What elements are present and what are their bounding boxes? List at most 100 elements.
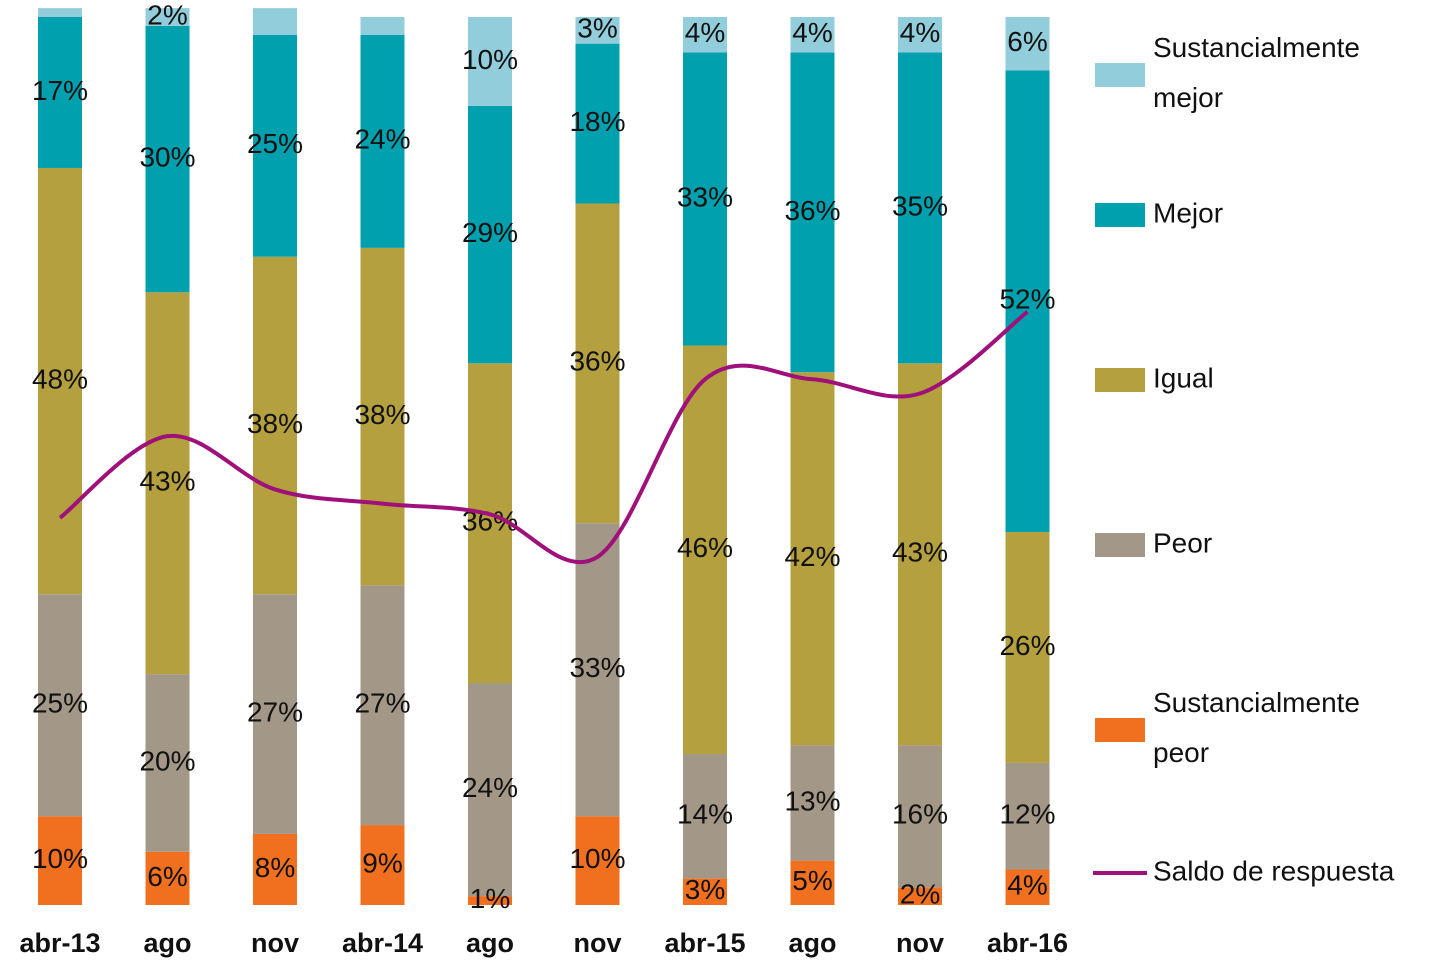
data-label: 35% xyxy=(892,190,948,221)
bar-segment xyxy=(253,256,297,595)
data-label: 16% xyxy=(892,799,948,830)
bar-segment xyxy=(360,825,405,905)
bar-segment xyxy=(790,860,835,905)
bar-segment xyxy=(1005,532,1050,763)
legend-swatch xyxy=(1095,718,1145,742)
bar-segment xyxy=(1005,17,1050,71)
bar-segment xyxy=(468,105,512,364)
x-tick-label: abr-15 xyxy=(664,928,745,958)
data-label: 9% xyxy=(362,847,402,878)
legend-swatch xyxy=(1095,533,1145,557)
bar-segment xyxy=(468,17,512,106)
data-label: 43% xyxy=(892,537,948,568)
data-label: 27% xyxy=(247,696,303,727)
bar-segment xyxy=(898,363,942,746)
bar-segment xyxy=(898,745,942,888)
data-label: 38% xyxy=(354,399,410,430)
bar-segment xyxy=(575,203,620,524)
data-label: 4% xyxy=(792,17,832,48)
bar-segment xyxy=(790,372,835,746)
legend-swatch xyxy=(1095,63,1145,87)
x-tick-label: nov xyxy=(251,928,299,958)
data-label: 29% xyxy=(462,217,518,248)
bar-segment xyxy=(145,851,190,905)
legend-label-line: Sustancialmente xyxy=(1153,687,1360,718)
bar-segment xyxy=(145,8,190,26)
legend-label-line: mejor xyxy=(1153,82,1223,113)
bar-segment xyxy=(683,52,727,346)
data-label: 25% xyxy=(32,688,88,719)
bar-segment xyxy=(790,745,835,861)
data-label: 36% xyxy=(569,346,625,377)
bar-segment xyxy=(38,816,82,905)
bar-segment xyxy=(898,52,942,364)
x-tick-label: nov xyxy=(896,928,944,958)
data-label: 36% xyxy=(784,195,840,226)
legend-label: Saldo de respuesta xyxy=(1153,855,1395,886)
data-label: 20% xyxy=(139,745,195,776)
data-label: 5% xyxy=(792,865,832,896)
bar-segment xyxy=(360,17,405,35)
data-label: 4% xyxy=(685,17,725,48)
data-label: 6% xyxy=(147,861,187,892)
bar-segment xyxy=(468,896,512,905)
data-label: 26% xyxy=(999,630,1055,661)
x-tick-label: abr-16 xyxy=(987,928,1068,958)
bar-segment xyxy=(1005,762,1050,870)
data-label: 8% xyxy=(255,852,295,883)
data-label: 10% xyxy=(569,843,625,874)
legend-label: Sustancialmente peor xyxy=(1153,687,1360,768)
data-label: 46% xyxy=(677,532,733,563)
data-label: 10% xyxy=(32,843,88,874)
data-label: 4% xyxy=(900,17,940,48)
bar-segment xyxy=(1005,869,1050,905)
data-label: 33% xyxy=(677,181,733,212)
data-label: 12% xyxy=(999,799,1055,830)
bar-segment xyxy=(360,34,405,248)
bar-segment xyxy=(790,52,835,373)
data-label: 17% xyxy=(32,75,88,106)
x-tick-label: ago xyxy=(466,928,514,958)
bar-segment xyxy=(683,754,727,879)
bar-segment xyxy=(360,247,405,586)
bar-segment xyxy=(898,17,942,53)
data-label: 10% xyxy=(462,44,518,75)
x-tick-label: ago xyxy=(143,928,191,958)
data-label: 42% xyxy=(784,541,840,572)
bar-segment xyxy=(145,25,190,293)
bar-segment xyxy=(253,833,297,905)
bar-segment xyxy=(790,17,835,53)
bar-segment xyxy=(575,43,620,204)
data-label: 3% xyxy=(577,13,617,44)
bar-segment xyxy=(575,17,620,44)
x-tick-label: ago xyxy=(788,928,836,958)
bar-segment xyxy=(468,363,512,683)
bar-segment xyxy=(145,292,190,675)
data-label: 33% xyxy=(569,652,625,683)
legend-label: Igual xyxy=(1153,362,1214,393)
data-label: 6% xyxy=(1007,26,1047,57)
data-label: 24% xyxy=(462,772,518,803)
data-label: 2% xyxy=(147,0,187,30)
data-label: 43% xyxy=(139,466,195,497)
data-label: 14% xyxy=(677,799,733,830)
bar-segment xyxy=(253,34,297,257)
bar-segment xyxy=(683,345,727,755)
data-label: 4% xyxy=(1007,870,1047,901)
bar-segment xyxy=(1005,70,1050,533)
data-label: 52% xyxy=(999,284,1055,315)
bar-segment xyxy=(898,887,942,905)
legend-swatch xyxy=(1095,368,1145,392)
bar-segment xyxy=(468,683,512,897)
x-tick-label: nov xyxy=(573,928,621,958)
bar-segment xyxy=(683,878,727,905)
legend-label: Sustancialmente mejor xyxy=(1153,32,1360,113)
x-tick-label: abr-14 xyxy=(342,928,423,958)
data-label: 38% xyxy=(247,408,303,439)
bar-segment xyxy=(575,523,620,817)
legend-label: Mejor xyxy=(1153,197,1223,228)
bar-segment xyxy=(575,816,620,905)
data-label: 25% xyxy=(247,128,303,159)
bar-segment xyxy=(38,594,82,817)
data-label: 24% xyxy=(354,124,410,155)
